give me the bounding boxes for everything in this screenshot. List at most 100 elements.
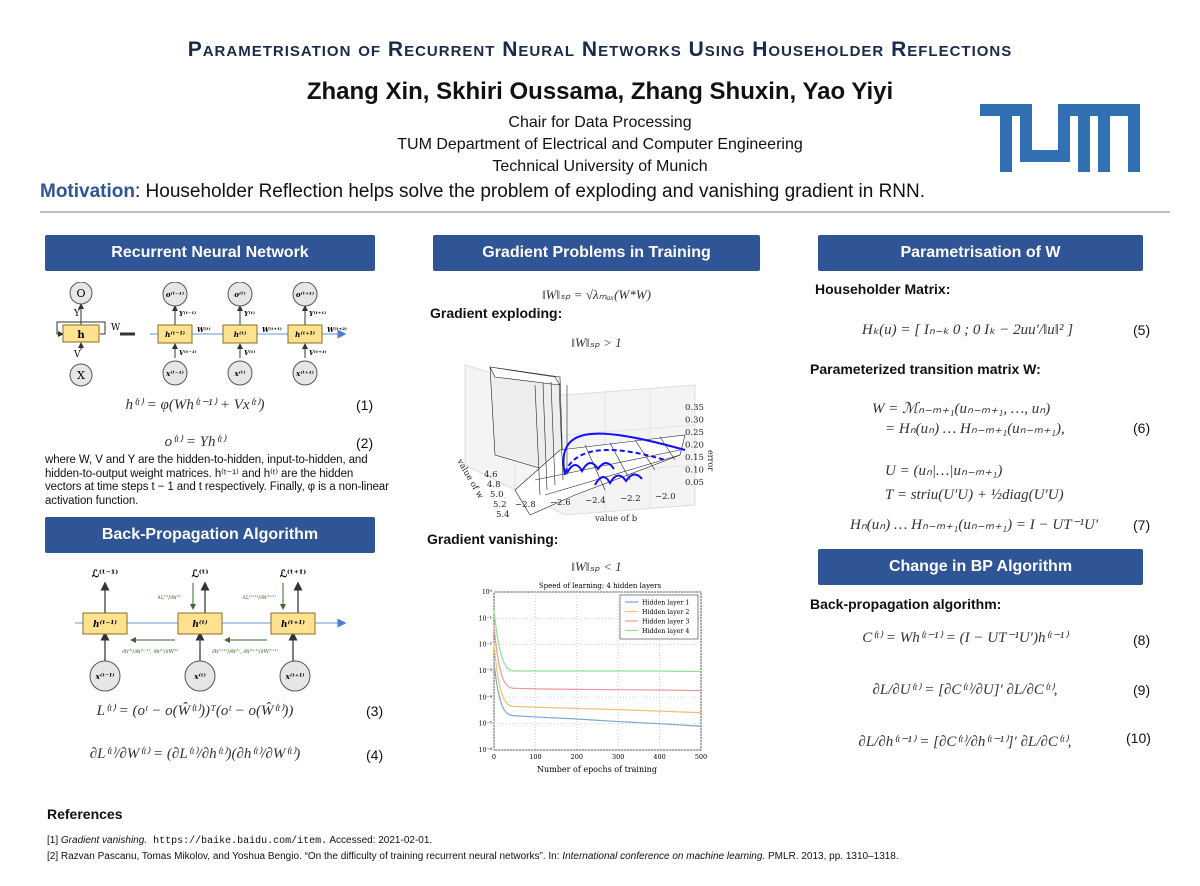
householder-label: Householder Matrix: bbox=[815, 281, 951, 297]
b-tick: −2.8 bbox=[515, 500, 536, 510]
output-label: o⁽ᵗ⁾ bbox=[234, 290, 245, 299]
hidden-label: h⁽ᵗ⁻¹⁾ bbox=[165, 330, 185, 339]
x-tick-label: 200 bbox=[571, 753, 583, 761]
hidden-node bbox=[82, 612, 128, 635]
hidden-label: h⁽ᵗ⁻¹⁾ bbox=[93, 619, 117, 630]
input-node bbox=[184, 660, 216, 692]
error-tick: 0.10 bbox=[685, 466, 704, 476]
equation-1-number: (1) bbox=[356, 397, 374, 413]
equation-10-number: (10) bbox=[1126, 730, 1151, 746]
section-header-rnn: Recurrent Neural Network bbox=[45, 235, 375, 271]
input-node bbox=[292, 360, 318, 386]
equation-10: ∂L/∂h⁽ᵗ⁻¹⁾ = [∂C⁽ᵗ⁾/∂h⁽ᵗ⁻¹⁾]′ ∂L/∂C⁽ᵗ⁾, bbox=[858, 734, 1072, 750]
equation-5: Hₖ(u) = [ Iₙ₋ₖ 0 ; 0 Iₖ − 2uu′/‖u‖² ] bbox=[861, 322, 1074, 338]
reference-url[interactable]: https://baike.baidu.com/item. bbox=[147, 836, 328, 847]
chart-title: Speed of learning: 4 hidden layers bbox=[539, 582, 662, 590]
motivation-label: Motivation bbox=[40, 181, 135, 202]
error-tick: 0.25 bbox=[685, 428, 704, 438]
equation-6-number: (6) bbox=[1133, 420, 1151, 436]
legend-label: Hidden layer 4 bbox=[642, 628, 689, 635]
rnn-description: where W, V and Y are the hidden-to-hidde… bbox=[45, 454, 389, 507]
loss-gradient-label: ∂ℒ⁽ᵗ⁾/∂h⁽ᵗ⁾ bbox=[157, 594, 181, 601]
input-label: x⁽ᵗ⁻¹⁾ bbox=[165, 369, 184, 378]
legend-label: Hidden layer 1 bbox=[642, 600, 689, 607]
x-tick-label: 0 bbox=[492, 753, 496, 761]
hidden-node bbox=[287, 324, 323, 344]
input-label: x⁽ᵗ⁾ bbox=[234, 369, 246, 378]
hidden-gradient-label: ∂h⁽ᵗ⁾/∂h⁽ᵗ⁻¹⁾, ∂h⁽ᵗ⁾/∂W⁽ᵗ⁾ bbox=[122, 648, 179, 655]
equation-4: ∂L⁽ᵗ⁾/∂W⁽ᵗ⁾ = (∂L⁽ᵗ⁾/∂h⁽ᵗ⁾)(∂h⁽ᵗ⁾/∂W⁽ᵗ⁾) bbox=[89, 746, 301, 762]
output-label: o⁽ᵗ⁺¹⁾ bbox=[296, 290, 314, 299]
w-tick: 4.6 bbox=[484, 470, 498, 480]
section-header-change-bp: Change in BP Algorithm bbox=[818, 549, 1143, 585]
w-tick: 5.2 bbox=[493, 500, 507, 510]
hidden-node bbox=[157, 324, 193, 344]
affiliation-chair: Chair for Data Processing bbox=[508, 114, 692, 131]
error-axis-label: error bbox=[706, 450, 715, 471]
input-label: x⁽ᵗ⁾ bbox=[193, 672, 206, 681]
hidden-node bbox=[222, 324, 258, 344]
reference-rest: PMLR. 2013, pp. 1310–1318. bbox=[765, 851, 899, 862]
rnn-diagram: O h X Y V W o⁽ᵗ⁻¹⁾ h⁽ᵗ⁻¹⁾ x⁽ᵗ⁻¹⁾ Y⁽ᵗ⁻¹⁾ V⁽ᵗ⁻… bbox=[56, 282, 347, 387]
y-tick-label: 10⁻¹ bbox=[479, 615, 492, 622]
section-header-parametrisation: Parametrisation of W bbox=[818, 235, 1143, 271]
error-tick: 0.20 bbox=[685, 441, 704, 451]
w-weight-label: W⁽ᵗ⁺²⁾ bbox=[327, 326, 347, 334]
rnn-v-label: V bbox=[73, 350, 81, 360]
exploding-condition: ‖W‖ₛₚ > 1 bbox=[571, 335, 622, 350]
input-node bbox=[89, 660, 121, 692]
equation-7b: T = striu(U′U) + ½diag(U′U) bbox=[885, 487, 1064, 503]
reference-rest: Accessed: 2021-02-01. bbox=[327, 835, 433, 846]
output-node bbox=[292, 282, 318, 307]
v-weight-label: V⁽ᵗ⁺¹⁾ bbox=[309, 349, 327, 357]
input-node bbox=[162, 360, 188, 386]
error-tick: 0.35 bbox=[685, 403, 704, 413]
hidden-label: h⁽ᵗ⁾ bbox=[192, 619, 208, 630]
y-tick-label: 10⁰ bbox=[482, 589, 493, 596]
rnn-y-label: Y bbox=[73, 309, 81, 319]
b-tick: −2.2 bbox=[620, 494, 641, 504]
authors: Zhang Xin, Skhiri Oussama, Zhang Shuxin,… bbox=[306, 78, 894, 105]
equation-9: ∂L/∂U⁽ᵗ⁾ = [∂C⁽ᵗ⁾/∂U]′ ∂L/∂C⁽ᵗ⁾, bbox=[872, 682, 1058, 698]
w-tick: 5.4 bbox=[496, 510, 510, 520]
error-tick: 0.30 bbox=[685, 416, 704, 426]
legend-label: Hidden layer 3 bbox=[642, 619, 689, 626]
y-tick-label: 10⁻⁴ bbox=[479, 694, 493, 701]
y-tick-label: 10⁻⁶ bbox=[479, 747, 493, 754]
motivation-text: : Householder Reflection helps solve the… bbox=[135, 181, 926, 202]
v-weight-label: V⁽ᵗ⁾ bbox=[244, 349, 255, 357]
motivation: Motivation: Householder Reflection helps… bbox=[40, 181, 925, 203]
input-node bbox=[227, 360, 253, 386]
equation-2-number: (2) bbox=[356, 435, 374, 451]
equation-2: o⁽ᵗ⁾ = Yh⁽ᵗ⁾ bbox=[164, 434, 226, 450]
legend-label: Hidden layer 2 bbox=[642, 609, 689, 616]
equation-6b: = Hₙ(uₙ) … Hₙ₋ₘ₊₁(uₙ₋ₘ₊₁), bbox=[885, 421, 1065, 437]
equation-6a: W = ℳₙ₋ₘ₊₁(uₙ₋ₘ₊₁, …, uₙ) bbox=[872, 401, 1051, 417]
reference-authors: Razvan Pascanu, Tomas Mikolov, and Yoshu… bbox=[58, 851, 563, 862]
series-line-1 bbox=[493, 663, 702, 727]
equation-3: L⁽ᵗ⁾ = (oᵗ − o(Ŵ⁽ᵗ⁾))ᵀ(oᵗ − o(Ŵ⁽ᵗ⁾)) bbox=[96, 703, 294, 719]
affiliation-department: TUM Department of Electrical and Compute… bbox=[397, 136, 803, 153]
y-weight-label: Y⁽ᵗ⁾ bbox=[244, 310, 255, 318]
reference-number: [2] bbox=[47, 851, 59, 862]
rnn-h-label: h bbox=[77, 330, 85, 341]
b-tick: −2.4 bbox=[585, 496, 606, 506]
w-tick: 5.0 bbox=[490, 490, 504, 500]
y-tick-label: 10⁻³ bbox=[479, 668, 493, 675]
input-label: x⁽ᵗ⁺¹⁾ bbox=[285, 672, 305, 681]
b-axis-label: value of b bbox=[594, 514, 638, 524]
chart-legend: Hidden layer 1 Hidden layer 2 Hidden layer… bbox=[619, 594, 699, 640]
gradient-exploding-label: Gradient exploding: bbox=[430, 305, 563, 321]
backprop-diagram: ℒ⁽ᵗ⁻¹⁾ h⁽ᵗ⁻¹⁾ x⁽ᵗ⁻¹⁾ ℒ⁽ᵗ⁾ h⁽ᵗ⁾ x⁽ᵗ⁾ ℒ⁽ᵗ⁺¹⁾ h⁽ᵗ⁺… bbox=[75, 569, 347, 692]
equation-8: C⁽ᵗ⁾ = Wh⁽ᵗ⁻¹⁾ = (I − UT⁻¹U′)h⁽ᵗ⁻¹⁾ bbox=[862, 630, 1068, 646]
equation-3-number: (3) bbox=[366, 703, 384, 719]
reference-2: [2] Razvan Pascanu, Tomas Mikolov, and Y… bbox=[47, 851, 899, 862]
reference-1: [1] Gradient vanishing. https://baike.ba… bbox=[47, 835, 432, 847]
x-tick-label: 100 bbox=[529, 753, 541, 761]
loss-label: ℒ⁽ᵗ⁺¹⁾ bbox=[280, 569, 307, 580]
b-tick: −2.6 bbox=[550, 498, 571, 508]
output-node bbox=[227, 282, 253, 307]
gradient-vanishing-label: Gradient vanishing: bbox=[427, 531, 559, 547]
error-tick: 0.15 bbox=[685, 453, 704, 463]
w-weight-label: W⁽ᵗ⁺¹⁾ bbox=[262, 326, 282, 334]
